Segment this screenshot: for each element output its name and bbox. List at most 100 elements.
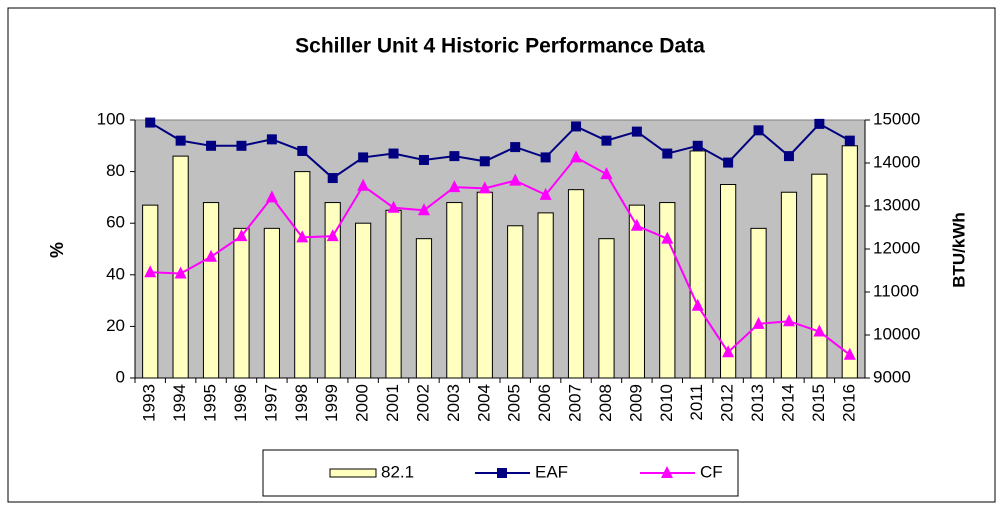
marker	[478, 181, 491, 194]
bar	[750, 227, 767, 379]
x-tick-label: 2004	[474, 384, 493, 422]
x-tick-label: 2016	[839, 384, 858, 422]
y-tick-label: 40	[106, 264, 125, 283]
marker	[479, 156, 490, 167]
legend-label: EAF	[535, 462, 568, 481]
y2-tick-label: 11000	[873, 281, 919, 300]
marker	[539, 187, 552, 200]
marker	[813, 324, 826, 337]
marker	[600, 167, 613, 180]
marker	[662, 148, 673, 159]
marker	[722, 345, 735, 358]
marker	[206, 140, 217, 151]
marker	[145, 117, 156, 128]
x-tick-label: 2008	[596, 384, 615, 422]
marker	[844, 135, 855, 146]
marker	[448, 180, 461, 193]
x-tick-label: 1999	[322, 384, 341, 422]
bar	[324, 202, 341, 379]
bar	[537, 212, 554, 379]
bar	[628, 204, 645, 379]
marker	[296, 230, 309, 243]
bar	[841, 145, 858, 379]
marker	[814, 118, 825, 129]
x-tick-label: 2003	[444, 384, 463, 422]
x-tick-label: 2012	[718, 384, 737, 422]
bar	[202, 202, 220, 379]
bar	[598, 238, 615, 379]
marker	[510, 142, 521, 153]
x-tick-label: 1998	[292, 384, 311, 422]
marker	[418, 154, 429, 165]
bar	[689, 150, 706, 379]
y2-tick-label: 15000	[873, 109, 920, 128]
marker	[723, 157, 734, 168]
marker	[358, 152, 369, 163]
marker	[297, 145, 308, 156]
x-tick-label: 2005	[505, 384, 524, 422]
bar	[142, 204, 159, 379]
x-tick-label: 2014	[778, 384, 797, 422]
bar	[446, 202, 463, 379]
x-tick-label: 2006	[535, 384, 554, 422]
x-tick-label: 2002	[413, 384, 432, 422]
marker	[235, 229, 248, 242]
y2-tick-label: 12000	[873, 238, 920, 257]
legend-marker	[497, 468, 507, 478]
marker	[783, 151, 794, 162]
bar	[263, 227, 280, 379]
plot-area	[134, 119, 866, 379]
bar	[567, 189, 585, 379]
legend-marker	[661, 466, 673, 478]
marker	[449, 151, 460, 162]
legend-swatch	[329, 468, 377, 478]
bar	[720, 184, 737, 379]
marker	[692, 140, 703, 151]
chart-title: Schiller Unit 4 Historic Performance Dat…	[295, 35, 705, 58]
marker	[540, 152, 551, 163]
x-tick-label: 1996	[231, 384, 250, 422]
y-tick-label: 0	[116, 367, 125, 386]
y-tick-label: 100	[97, 109, 125, 128]
bar	[507, 225, 524, 379]
y2-tick-label: 14000	[873, 152, 920, 171]
marker	[631, 126, 642, 137]
y2-tick-label: 13000	[873, 195, 920, 214]
marker	[266, 134, 277, 145]
bar	[476, 191, 493, 379]
y-tick-label: 60	[106, 213, 125, 232]
y2-axis-label: BTU/kWh	[949, 212, 968, 288]
marker	[843, 347, 856, 360]
line	[149, 121, 851, 180]
y-axis-label: %	[47, 242, 67, 258]
marker	[571, 121, 582, 132]
bar	[415, 238, 433, 379]
x-tick-label: 2000	[353, 384, 372, 422]
marker	[387, 200, 400, 213]
x-tick-label: 2013	[748, 384, 767, 422]
y-tick-label: 80	[106, 161, 125, 180]
y2-tick-label: 9000	[873, 367, 911, 386]
x-tick-label: 1995	[201, 384, 220, 422]
marker	[326, 229, 339, 242]
x-tick-label: 2015	[809, 384, 828, 422]
x-tick-label: 2007	[566, 384, 585, 422]
marker	[236, 140, 247, 151]
marker	[327, 173, 338, 184]
y-tick-label: 20	[106, 316, 125, 335]
x-tick-label: 1994	[170, 384, 189, 422]
marker	[601, 135, 612, 146]
marker	[357, 178, 370, 191]
marker	[691, 298, 704, 311]
y2-tick-label: 10000	[873, 324, 920, 343]
x-tick-label: 1993	[140, 384, 159, 422]
marker	[509, 173, 522, 186]
x-tick-label: 2010	[657, 384, 676, 422]
legend-label: 82.1	[381, 462, 414, 481]
bar	[294, 171, 311, 379]
marker	[144, 265, 157, 278]
marker	[570, 150, 583, 163]
marker	[174, 266, 187, 279]
line	[150, 156, 851, 356]
